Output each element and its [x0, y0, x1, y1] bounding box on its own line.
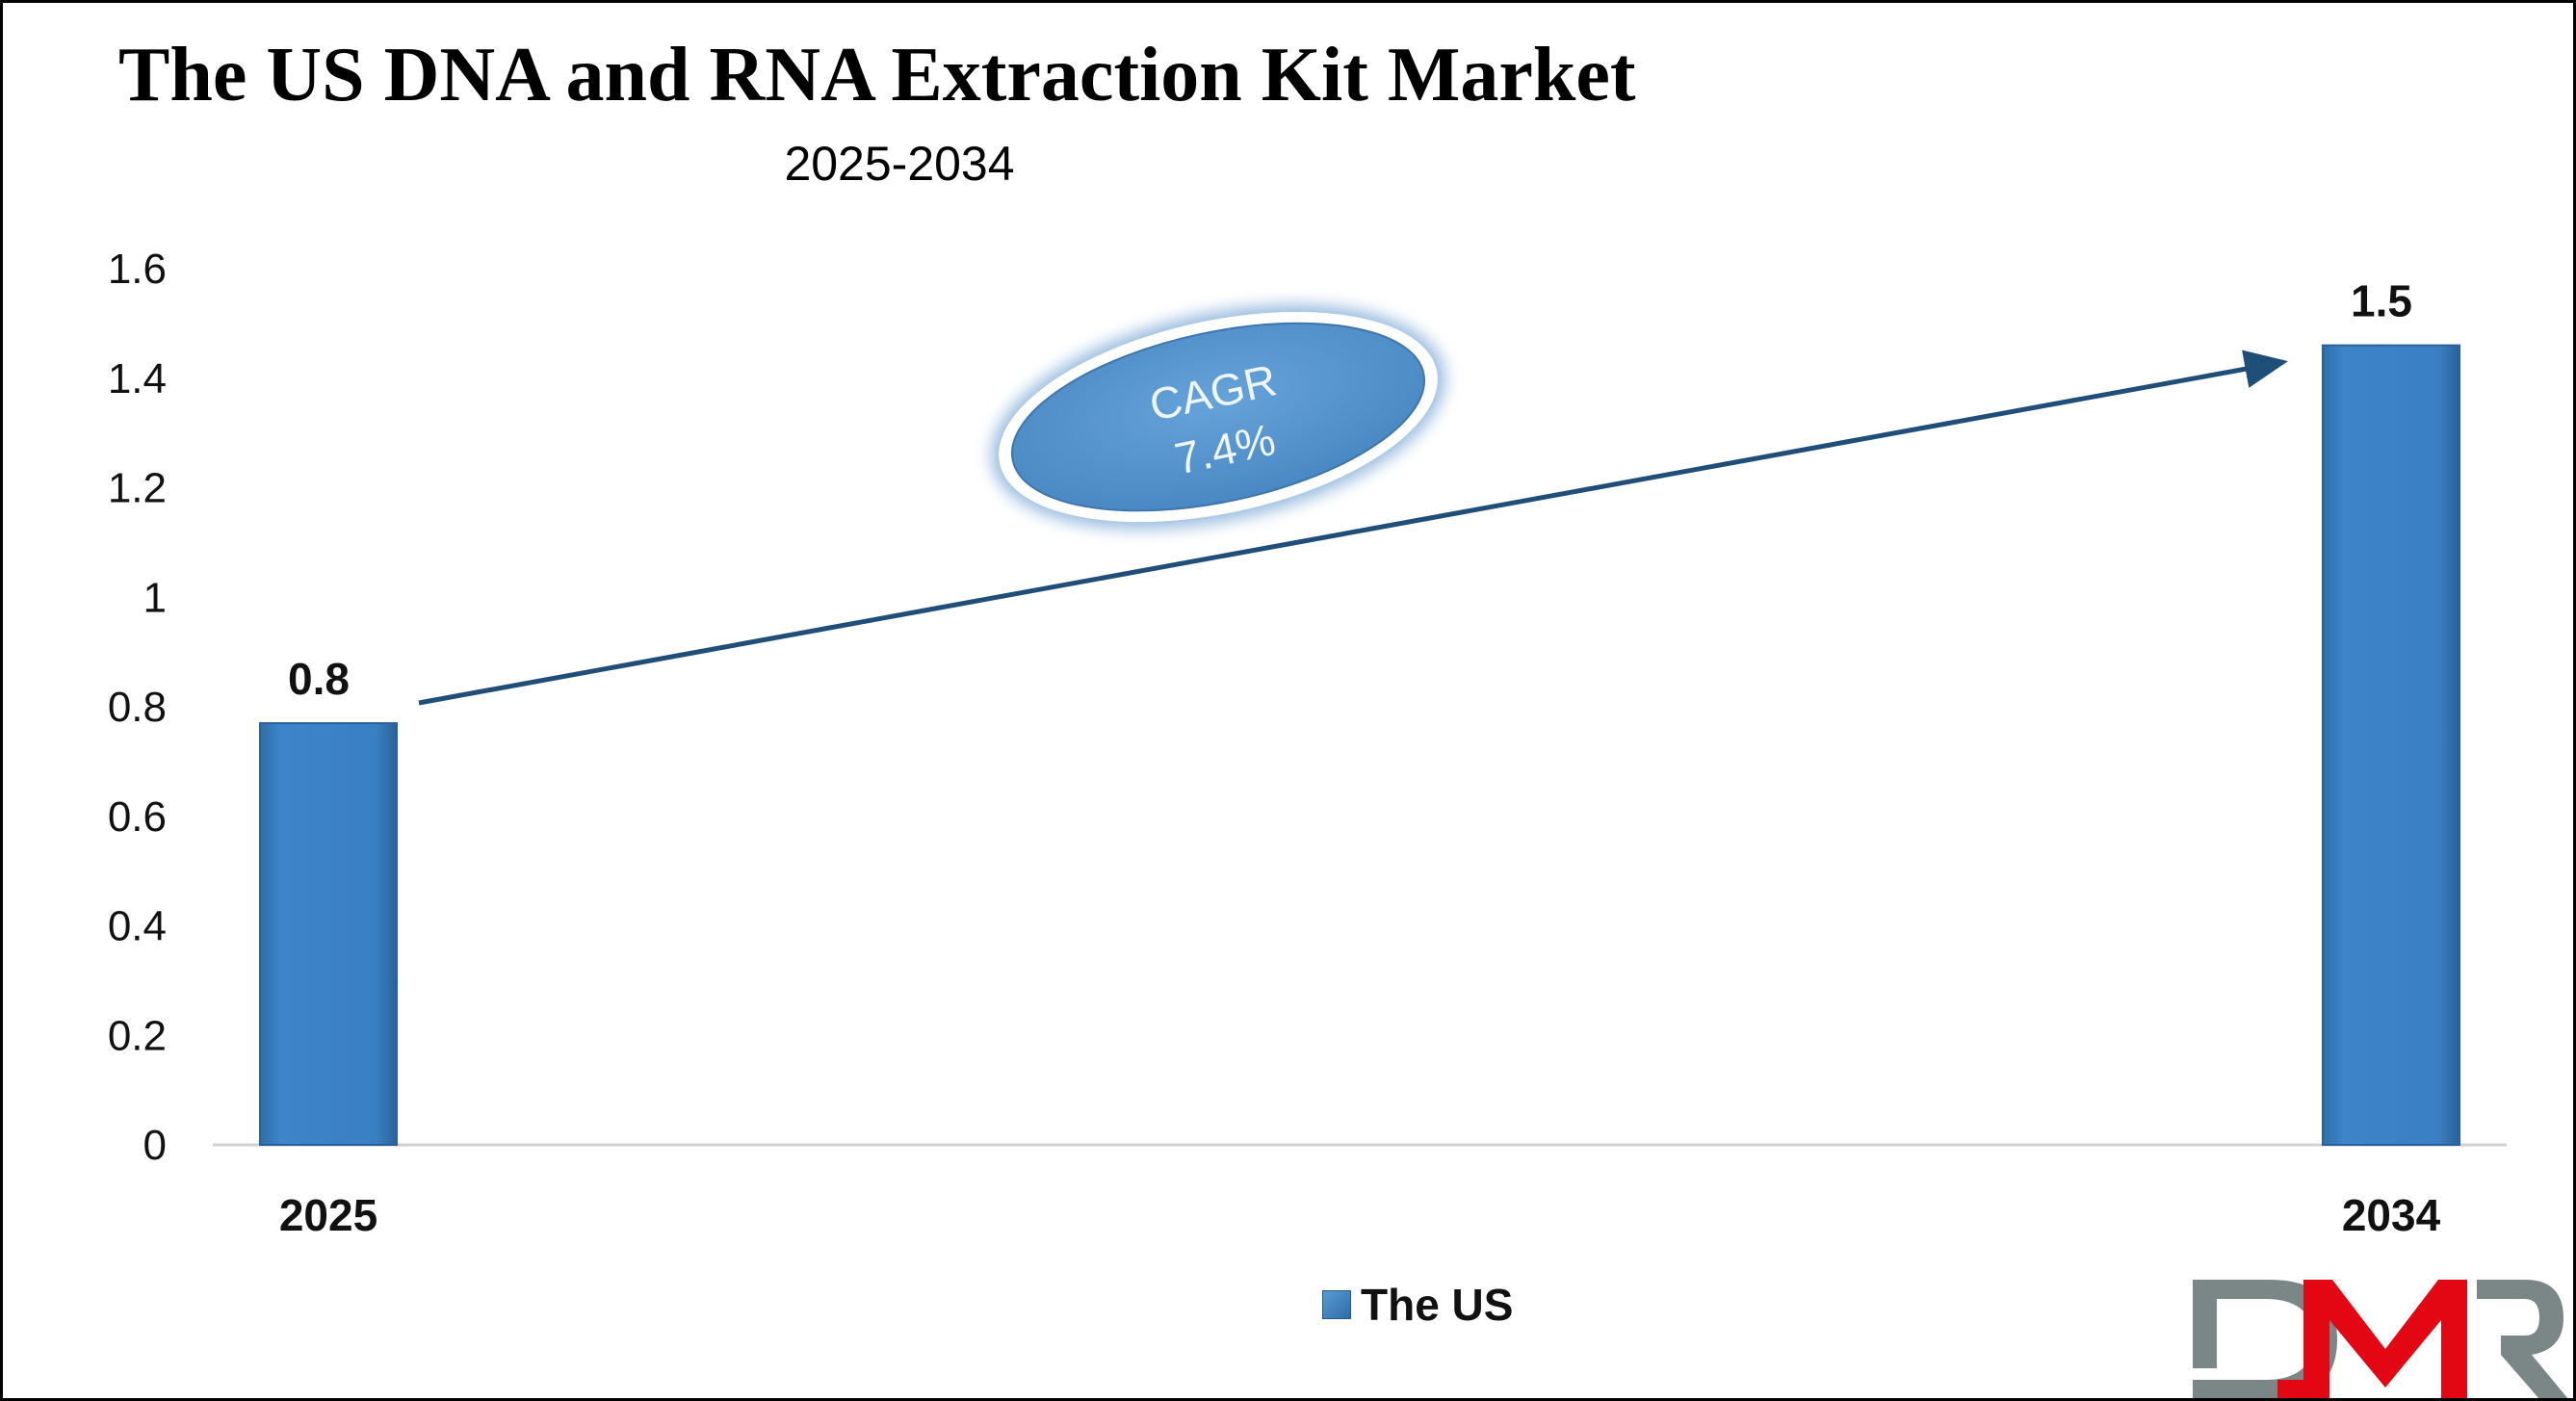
y-tick-label: 1	[143, 574, 167, 621]
bar-2025	[259, 722, 398, 1146]
data-label: 1.5	[2351, 276, 2412, 326]
legend-swatch	[1322, 1290, 1351, 1319]
y-tick-label: 1.4	[108, 355, 167, 402]
chart-subtitle: 2025-2034	[784, 137, 1015, 191]
data-label: 0.8	[288, 654, 350, 704]
dmr-logo	[2193, 1280, 2568, 1398]
y-tick-label: 1.6	[108, 246, 167, 293]
x-tick-label: 2025	[279, 1190, 377, 1240]
y-tick-label: 0.2	[108, 1012, 167, 1059]
chart-title: The US DNA and RNA Extraction Kit Market	[118, 33, 1636, 117]
cagr-bubble: CAGR 7.4%	[991, 304, 1445, 530]
x-tick-label: 2034	[2342, 1190, 2441, 1240]
cagr-arrow	[418, 350, 2288, 706]
y-tick-label: 0.6	[108, 793, 167, 841]
bar-2034	[2322, 344, 2460, 1146]
bar-chart: 0 0.2 0.4 0.6 0.8 1 1.2 1.4 1.6 0.8 2025 1.5 2034 C…	[108, 246, 2507, 1240]
legend-label: The US	[1361, 1280, 1514, 1330]
y-tick-label: 0	[143, 1122, 167, 1169]
legend: The US	[1322, 1279, 1513, 1331]
y-tick-label: 0.8	[108, 684, 167, 731]
y-tick-label: 1.2	[108, 465, 167, 512]
y-tick-label: 0.4	[108, 903, 167, 950]
